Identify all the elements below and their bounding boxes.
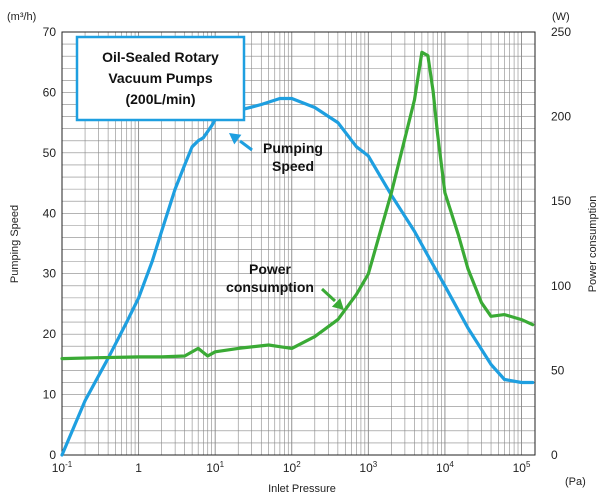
annotation-arrow-head — [229, 133, 242, 145]
y2-tick-label: 250 — [551, 25, 571, 39]
y-axis-title: Pumping Speed — [9, 205, 21, 283]
y-tick-label: 20 — [43, 327, 57, 341]
x-axis-ticks: 10-1 1 101 102 103 104 105 — [52, 460, 531, 475]
annotation-arrow-shaft — [239, 139, 253, 152]
y2-tick-label: 200 — [551, 110, 571, 124]
x-tick-label: 101 — [206, 460, 224, 475]
y-tick-label: 10 — [43, 388, 57, 402]
annotation-arrow-head — [331, 298, 344, 310]
y-tick-label: 60 — [43, 85, 57, 99]
y-tick-label: 70 — [43, 25, 57, 39]
y-tick-label: 0 — [49, 448, 56, 462]
title-box: Oil-Sealed Rotary Vacuum Pumps (200L/min) — [75, 35, 246, 122]
y2-tick-label: 150 — [551, 194, 571, 208]
series-line-pumping-speed — [60, 96, 535, 457]
grid — [62, 32, 535, 455]
plot-frame — [61, 31, 536, 456]
annotation-label: Pumping Speed — [263, 140, 323, 174]
annotations: Pumping Speed Power consumption — [226, 133, 344, 310]
y2-axis-unit: (W) — [552, 11, 570, 23]
x-tick-label: 10-1 — [52, 460, 73, 475]
y-tick-label: 30 — [43, 267, 57, 281]
annotation-label: Power consumption — [226, 261, 314, 295]
y2-tick-label: 50 — [551, 363, 565, 377]
x-axis-unit: (Pa) — [565, 476, 586, 488]
series-lines — [60, 50, 535, 457]
y2-tick-label: 0 — [551, 448, 558, 462]
chart-title: Oil-Sealed Rotary Vacuum Pumps (200L/min) — [102, 49, 219, 107]
y-tick-label: 40 — [43, 206, 57, 220]
y2-axis-ticks: 0 50 100 150 200 250 — [551, 25, 571, 462]
x-tick-label: 1 — [135, 461, 142, 475]
x-axis-title: Inlet Pressure — [268, 483, 336, 495]
x-tick-label: 105 — [513, 460, 531, 475]
annotation-arrow-shaft — [320, 287, 337, 303]
y2-axis-title: Power consumption — [587, 196, 599, 293]
series-line-power-consumption — [60, 50, 535, 361]
x-tick-label: 104 — [436, 460, 454, 475]
y2-tick-label: 100 — [551, 279, 571, 293]
x-tick-label: 102 — [283, 460, 301, 475]
title-box-frame — [75, 35, 246, 122]
y-axis-ticks: 0 10 20 30 40 50 60 70 — [43, 25, 57, 462]
y-axis-unit: (m³/h) — [7, 11, 36, 23]
y-tick-label: 50 — [43, 146, 57, 160]
x-tick-label: 103 — [359, 460, 377, 475]
